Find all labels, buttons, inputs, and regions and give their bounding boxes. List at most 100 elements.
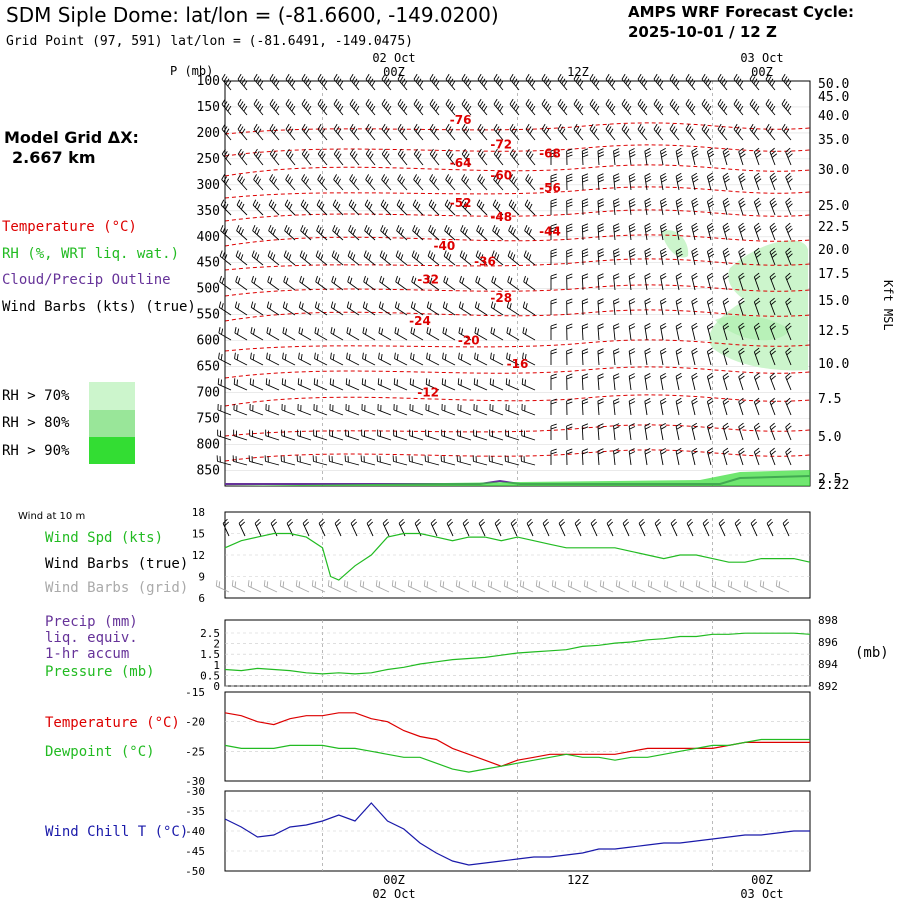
wind-barb bbox=[706, 401, 712, 416]
wind-barb-flag bbox=[263, 580, 266, 587]
wind-barb-flag bbox=[431, 151, 436, 157]
wind-barb-flag bbox=[254, 201, 259, 208]
wind-barb-flag bbox=[628, 223, 635, 227]
wind-barb-flag bbox=[444, 224, 448, 231]
wind-barb-flag bbox=[494, 201, 499, 208]
wind-barb-flag bbox=[785, 197, 791, 203]
wind-barb-flag bbox=[462, 201, 467, 208]
wind-barb-flag bbox=[303, 101, 308, 107]
wind-barb-flag bbox=[493, 174, 497, 180]
wind-barb-flag bbox=[241, 178, 246, 185]
wind-barb-flag bbox=[476, 379, 478, 386]
wind-barb-flag bbox=[231, 580, 234, 587]
wind-barb-flag bbox=[786, 325, 792, 331]
wind-barb-flag bbox=[733, 73, 738, 80]
wind-barb-flag bbox=[307, 80, 312, 87]
wind-barb-flag bbox=[566, 223, 573, 227]
wind-barb-flag bbox=[333, 328, 336, 335]
wind-barb-flag bbox=[218, 581, 221, 588]
wind-barb bbox=[785, 176, 792, 191]
wind-barb bbox=[299, 281, 312, 291]
wind-barb bbox=[613, 226, 616, 241]
wind-barb bbox=[541, 103, 552, 116]
pressure-tick-label: 898 bbox=[818, 614, 838, 627]
wind-barb bbox=[648, 585, 662, 593]
wind-barb-flag bbox=[367, 151, 372, 157]
wind-barb bbox=[315, 306, 328, 316]
wind-barb-flag bbox=[628, 248, 635, 252]
wind-barb bbox=[233, 409, 248, 416]
wind-barb-flag bbox=[550, 348, 557, 352]
wind-barb-flag bbox=[255, 151, 260, 157]
wind-barb-flag bbox=[479, 176, 483, 183]
wind-barb-flag bbox=[550, 451, 557, 455]
wind-barb-flag bbox=[416, 254, 420, 261]
wind-barb-flag bbox=[269, 123, 274, 130]
wind-barb bbox=[568, 585, 582, 593]
wind-barb-flag bbox=[380, 199, 385, 206]
wind-barb bbox=[628, 451, 632, 466]
wind-barb-flag bbox=[629, 201, 636, 205]
wind-barb-flag bbox=[737, 103, 742, 110]
wind-barb-flag bbox=[365, 73, 370, 80]
wind-barb bbox=[776, 585, 790, 593]
wind-barb-flag bbox=[550, 204, 557, 208]
wind-barb bbox=[644, 301, 648, 316]
wind-barb-flag bbox=[305, 128, 310, 135]
wind-barb-flag bbox=[396, 379, 398, 386]
wind-barb-flag bbox=[383, 126, 388, 132]
wind-barb bbox=[557, 103, 568, 116]
wind-barb bbox=[722, 276, 728, 291]
wind-barb bbox=[410, 383, 424, 391]
wind-barb bbox=[413, 103, 424, 116]
wind-barb bbox=[507, 306, 520, 316]
wind-barb bbox=[509, 179, 520, 191]
wind-barb-flag bbox=[332, 379, 334, 386]
wind-barb-flag bbox=[366, 201, 371, 208]
temperature-contour-label: -32 bbox=[417, 272, 439, 286]
wind-barb-flag bbox=[566, 426, 573, 430]
wind-barb-flag bbox=[749, 123, 754, 130]
wind-barb-flag bbox=[463, 101, 468, 107]
wind-barb-flag bbox=[707, 447, 713, 452]
wind-barb-flag bbox=[477, 174, 481, 180]
wind-barb bbox=[281, 435, 296, 441]
wind-barb bbox=[267, 255, 280, 266]
wind-barb-flag bbox=[318, 226, 322, 233]
wind-barb-flag bbox=[785, 172, 791, 178]
precip-legend: Precip (mm) bbox=[45, 614, 138, 630]
wind-barb-flag bbox=[695, 580, 698, 587]
wind-barb-flag bbox=[447, 101, 452, 107]
wind-barb bbox=[253, 179, 264, 191]
wind-barb-flag bbox=[717, 73, 722, 80]
wind-barb bbox=[506, 332, 520, 341]
wind-barb bbox=[597, 201, 600, 216]
wind-barb-flag bbox=[255, 126, 260, 132]
wind-barb-flag bbox=[714, 581, 717, 588]
wind-barb-flag bbox=[300, 199, 305, 206]
wind-barb-flag bbox=[708, 178, 715, 183]
wind-barb bbox=[581, 175, 584, 191]
wind-barb-flag bbox=[477, 98, 482, 105]
model-grid-value: 2.667 km bbox=[12, 148, 96, 167]
wind-barb bbox=[675, 301, 680, 316]
wind-barb bbox=[409, 460, 424, 466]
wind-barb-flag bbox=[513, 103, 518, 110]
wind-barb-flag bbox=[661, 253, 668, 258]
wind-barb-flag bbox=[525, 148, 530, 155]
wind-barb-flag bbox=[755, 300, 761, 305]
wind-barb-flag bbox=[723, 275, 730, 280]
wind-barb-flag bbox=[629, 254, 636, 258]
wind-barb bbox=[252, 204, 264, 216]
wind-barb-flag bbox=[582, 148, 589, 152]
wind-barb-flag bbox=[781, 98, 786, 105]
wind-barb bbox=[785, 451, 792, 466]
wind-barb-flag bbox=[417, 103, 422, 110]
wind-barb-flag bbox=[269, 303, 272, 310]
wind-barb bbox=[581, 300, 584, 316]
precip-tick-label: 1.5 bbox=[200, 648, 220, 661]
wind-barb-flag bbox=[368, 203, 373, 210]
wind-barb-flag bbox=[752, 521, 758, 527]
wind-barb-flag bbox=[692, 228, 699, 233]
wind-barb-flag bbox=[256, 521, 262, 527]
